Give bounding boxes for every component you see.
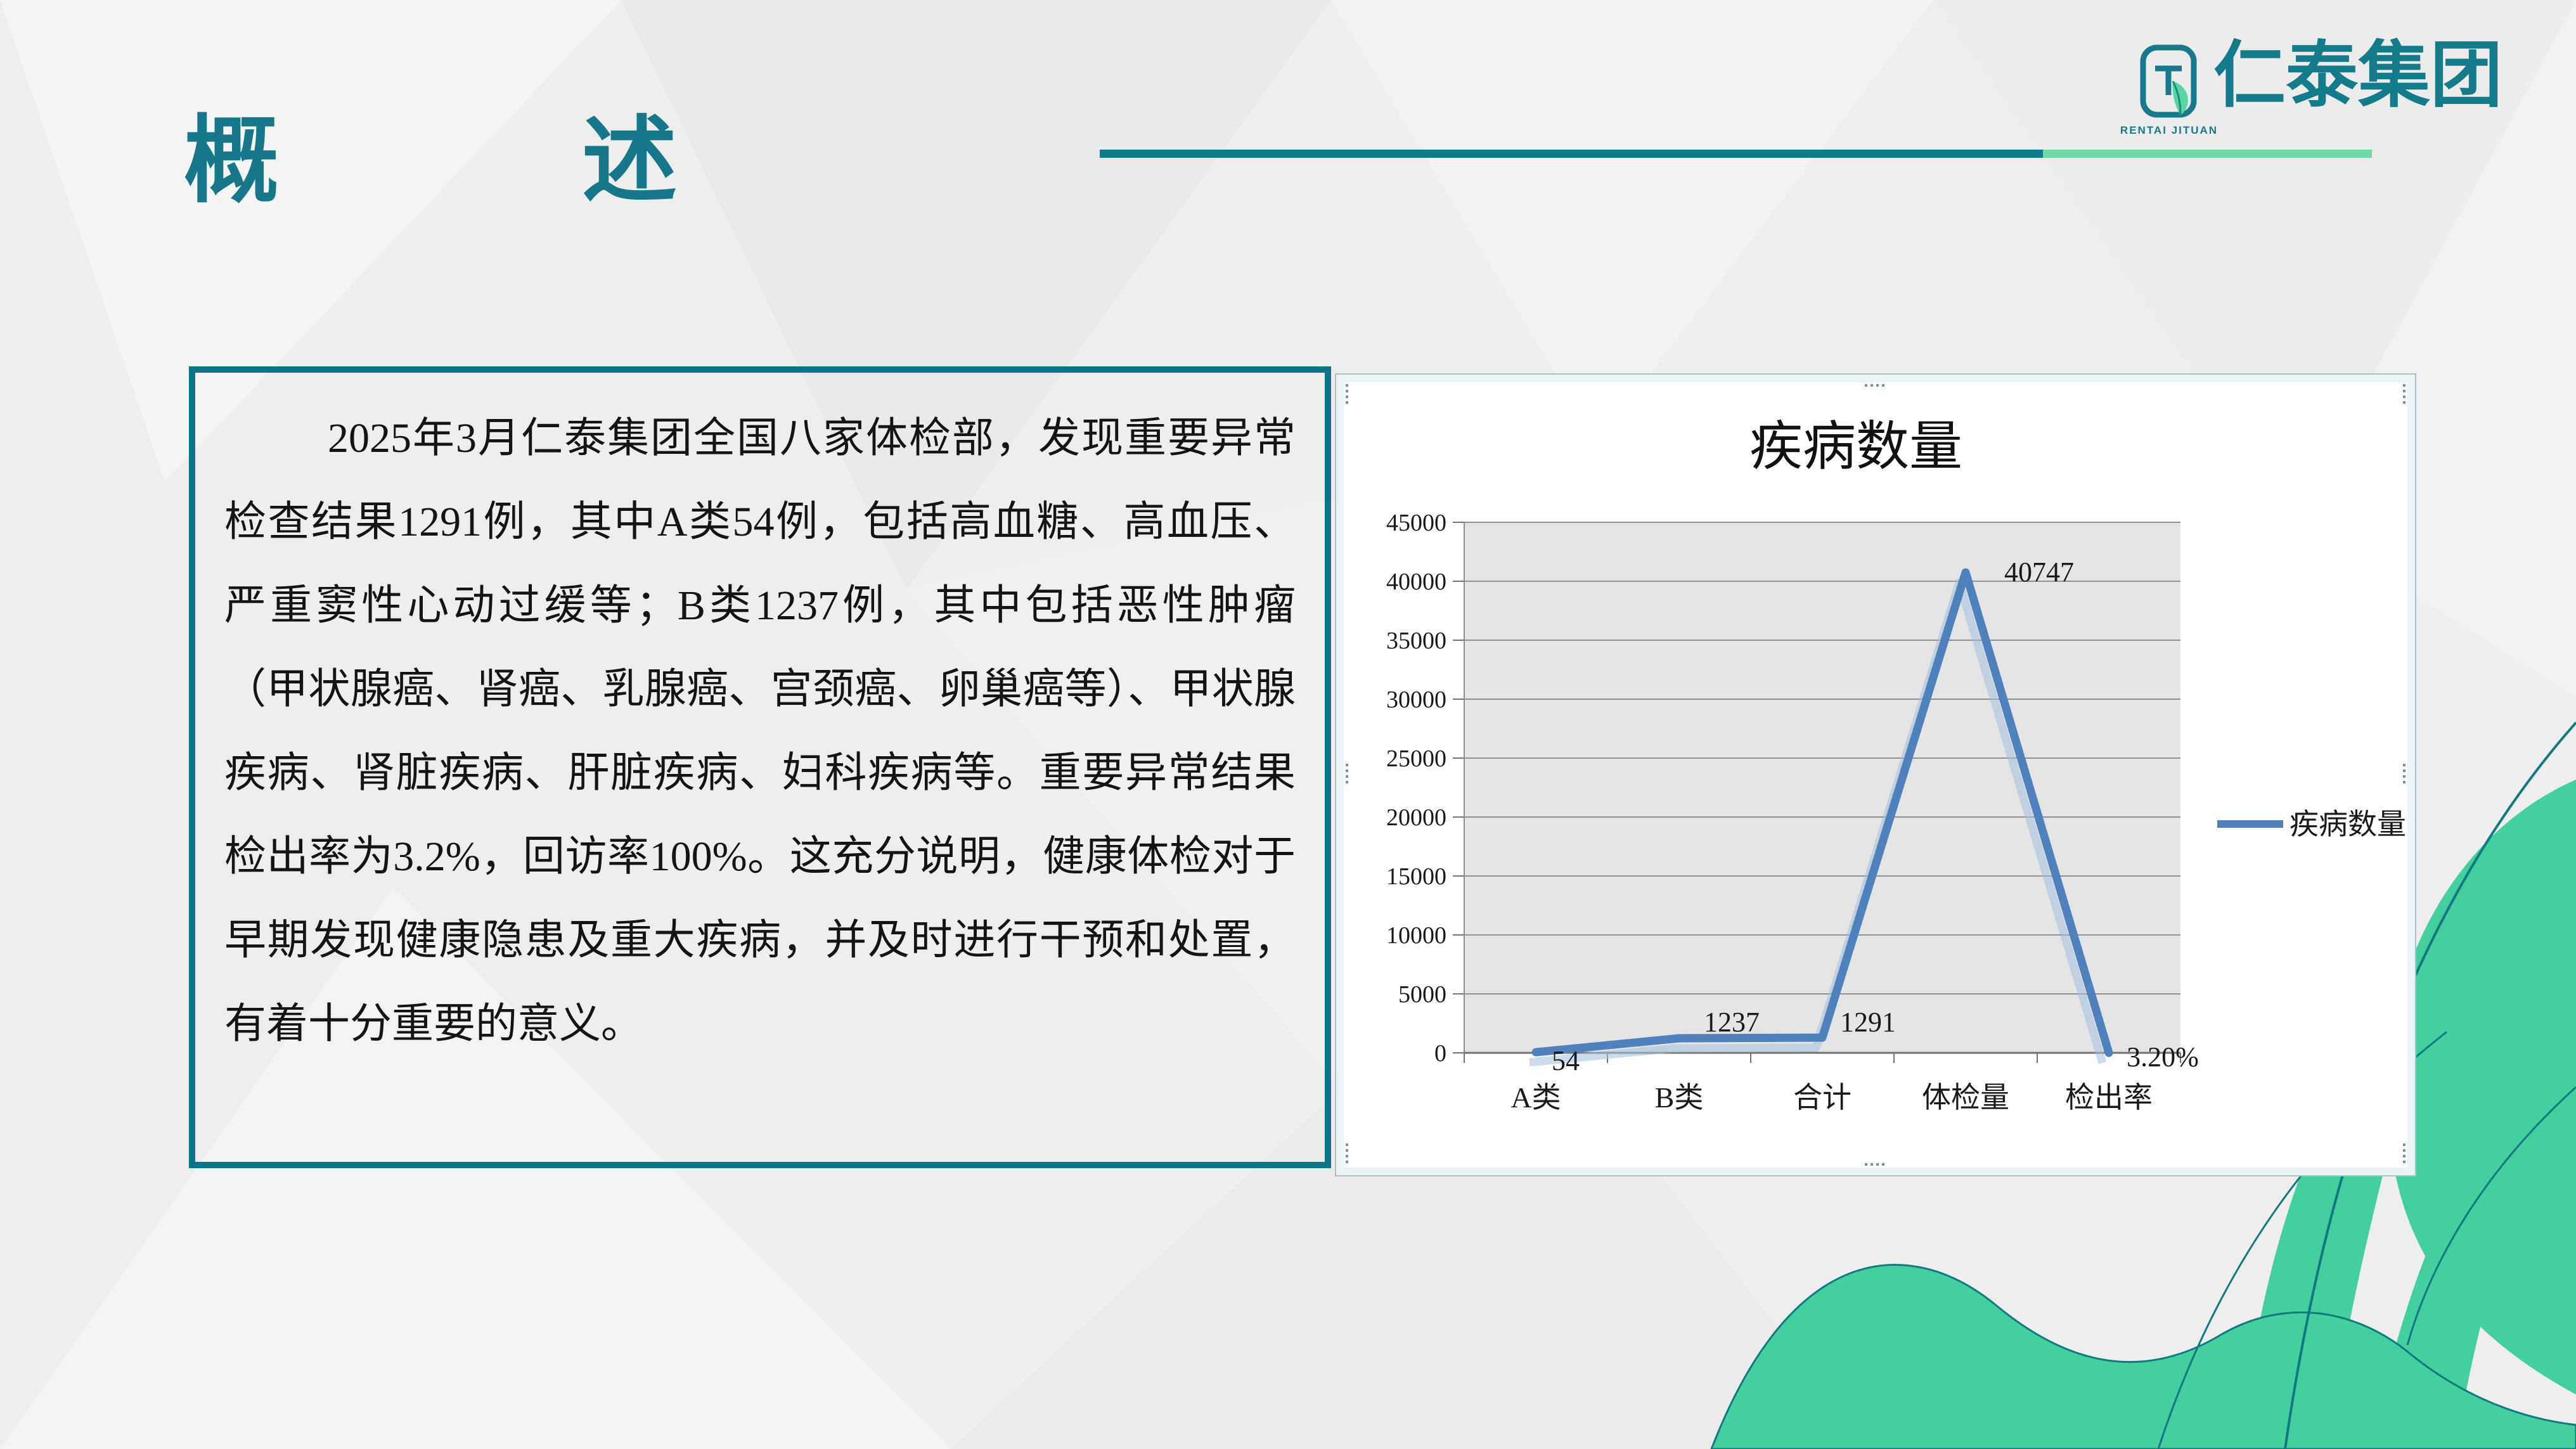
selection-handle-left[interactable] [1346,764,1348,766]
svg-text:1291: 1291 [1840,1007,1896,1038]
svg-text:1237: 1237 [1704,1007,1760,1038]
legend-label: 疾病数量 [2289,808,2406,840]
disease-count-line-chart: 0 5000 10000 15000 20000 25000 30000 35000 40000… [1344,382,2407,1168]
svg-text:54: 54 [1552,1045,1580,1076]
header-divider-teal [1100,150,2043,158]
page-title: 概 [184,107,280,214]
svg-text:5000: 5000 [1398,981,1446,1008]
selection-handle-corner[interactable] [1346,1143,1348,1146]
svg-text:15000: 15000 [1386,863,1446,890]
selection-handle-right[interactable] [2403,764,2405,766]
svg-text:体检量: 体检量 [1922,1081,2009,1114]
svg-text:35000: 35000 [1386,628,1446,654]
chart-title: 疾病数量 [1749,418,1962,477]
selection-handle-top[interactable] [1865,384,1867,387]
selection-handle-corner[interactable] [2403,1143,2405,1146]
svg-text:25000: 25000 [1386,745,1446,772]
header-divider-green [2043,150,2372,158]
svg-text:45000: 45000 [1386,510,1446,536]
svg-text:检出率: 检出率 [2065,1081,2153,1114]
selection-handle-bottom[interactable] [1865,1163,1867,1166]
svg-text:B类: B类 [1655,1081,1704,1114]
svg-text:A类: A类 [1510,1081,1561,1114]
selection-handle-corner[interactable] [1346,384,1348,387]
disease-count-chart-object[interactable]: 0 5000 10000 15000 20000 25000 30000 35000 40000… [1335,373,2416,1176]
svg-text:30000: 30000 [1386,686,1446,713]
company-logo-subtitle: RENTAI JITUAN [2120,124,2219,136]
svg-text:0: 0 [1434,1040,1446,1067]
svg-text:合计: 合计 [1793,1081,1852,1114]
svg-text:3.20%: 3.20% [2127,1041,2199,1072]
page-title: 述 [582,107,678,214]
decoration-wave [1710,1263,2576,1449]
svg-text:40000: 40000 [1386,569,1446,595]
svg-text:20000: 20000 [1386,804,1446,831]
decoration-blade [2371,1030,2567,1449]
svg-text:10000: 10000 [1386,922,1446,949]
company-logo-text: 仁泰集团 [2213,35,2503,116]
overview-paragraph: 2025年3月仁泰集团全国八家体检部，发现重要异常检查结果1291例，其中A类5… [224,415,1296,1047]
selection-handle-corner[interactable] [2403,384,2405,387]
svg-text:40747: 40747 [2004,557,2074,588]
overview-text-box[interactable]: 2025年3月仁泰集团全国八家体检部，发现重要异常检查结果1291例，其中A类5… [189,366,1331,1168]
company-logo-icon [2140,44,2197,118]
